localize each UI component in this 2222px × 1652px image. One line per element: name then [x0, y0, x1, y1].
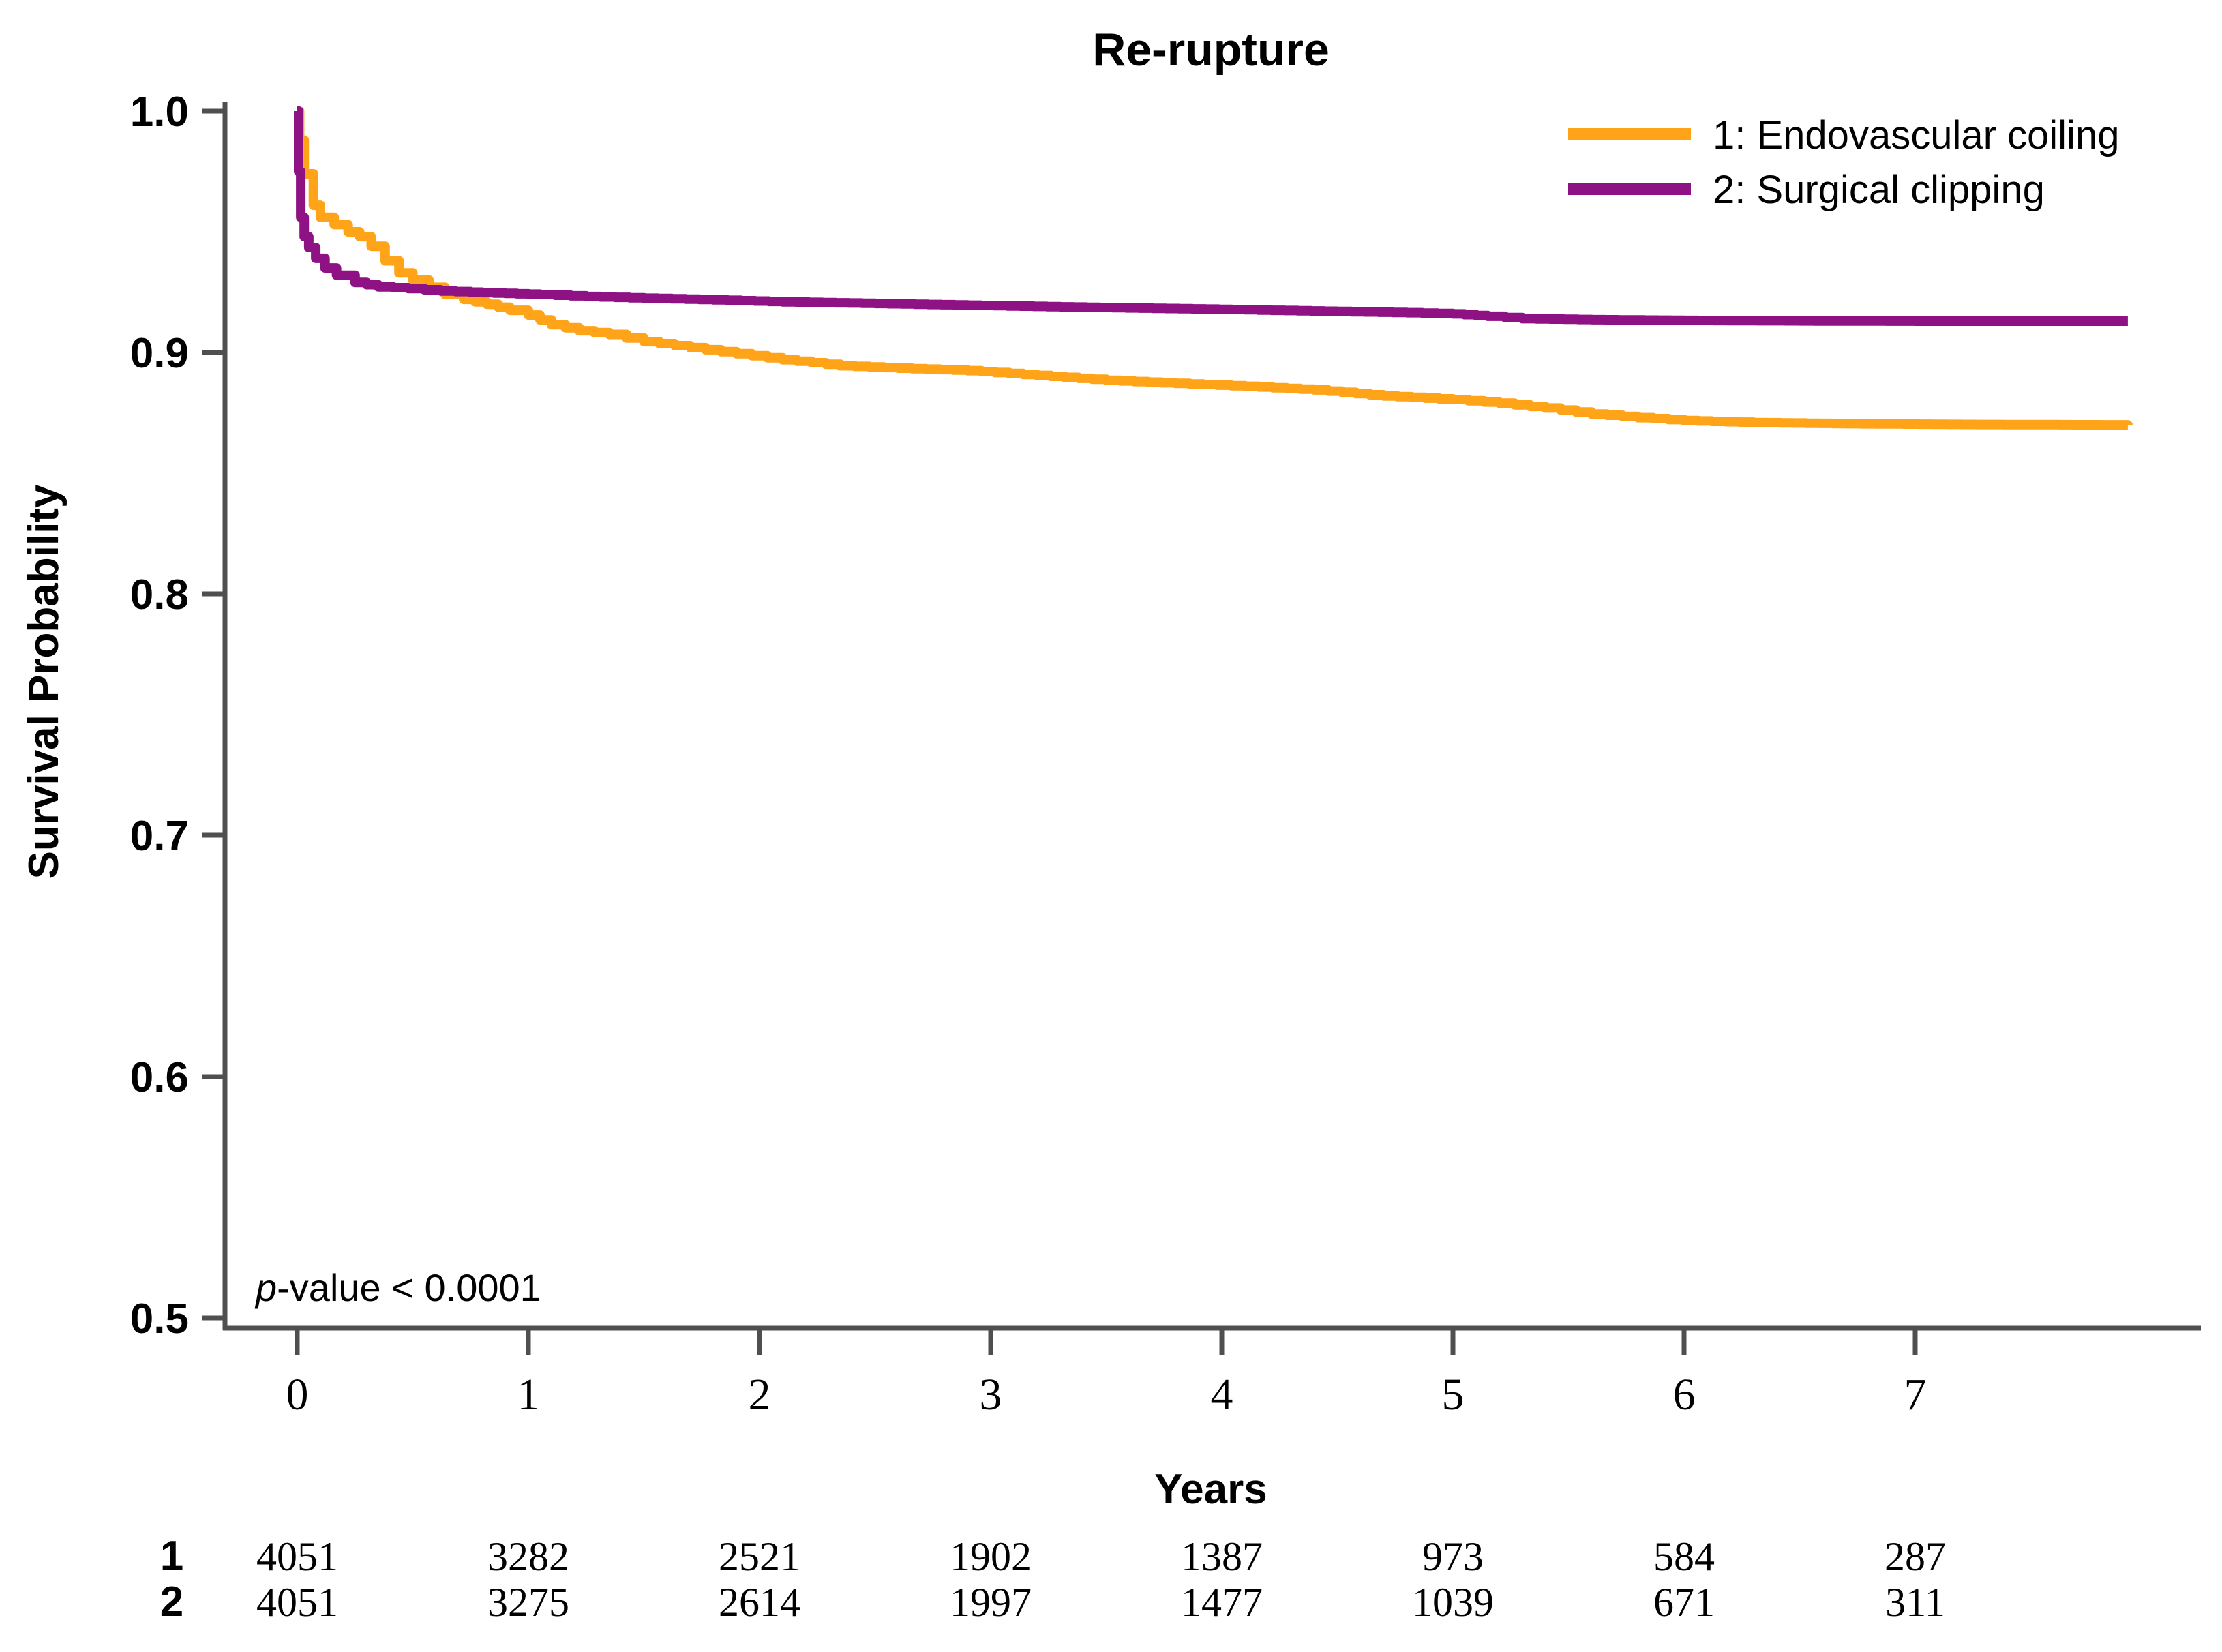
risk-count: 4051	[256, 1580, 338, 1625]
x-axis-label: Years	[1154, 1466, 1267, 1513]
risk-count: 1387	[1181, 1534, 1263, 1579]
x-axis: 0 1 2 3 4 5 6 7 Years	[223, 1325, 2201, 1513]
chart-title: Re-rupture	[1092, 24, 1330, 76]
risk-count: 973	[1422, 1534, 1484, 1579]
risk-count: 3282	[487, 1534, 569, 1579]
risk-count: 287	[1885, 1534, 1946, 1579]
risk-row-label: 1	[160, 1533, 183, 1580]
legend: 1: Endovascular coiling 2: Surgical clip…	[1568, 113, 2119, 212]
risk-count: 584	[1653, 1534, 1715, 1579]
risk-count: 2614	[719, 1580, 800, 1625]
x-tick-label: 5	[1442, 1370, 1465, 1420]
series-line-endovascular-coiling	[295, 106, 2133, 430]
y-axis-label: Survival Probability	[20, 484, 67, 879]
x-tick-label: 4	[1211, 1370, 1233, 1420]
y-tick-label: 1.0	[130, 89, 189, 136]
y-tick-label: 0.6	[130, 1054, 189, 1101]
legend-label-endovascular-coiling: 1: Endovascular coiling	[1713, 113, 2119, 157]
y-axis-ticks: 1.0 0.9 0.8 0.7 0.6 0.5	[130, 89, 225, 1342]
risk-count: 1902	[950, 1534, 1032, 1579]
y-tick-label: 0.9	[130, 330, 189, 377]
y-axis: 1.0 0.9 0.8 0.7 0.6 0.5 Survival Probability	[20, 89, 228, 1342]
series-line-surgical-clipping	[294, 106, 2128, 326]
x-tick-label: 6	[1673, 1370, 1696, 1420]
risk-count: 3275	[487, 1580, 569, 1625]
p-value-annotation: p-value < 0.0001	[254, 1266, 541, 1309]
risk-count: 1039	[1412, 1580, 1494, 1625]
risk-count: 311	[1885, 1580, 1945, 1625]
x-tick-label: 3	[980, 1370, 1002, 1420]
risk-table: 1 4051 3282 2521 1902 1387 973 584 287 2 4051 3275 2…	[160, 1533, 1946, 1625]
y-tick-label: 0.5	[130, 1295, 189, 1342]
p-value-text: -value < 0.0001	[277, 1266, 541, 1309]
x-tick-label: 2	[749, 1370, 771, 1420]
risk-count: 4051	[256, 1534, 338, 1579]
p-value-symbol: p	[254, 1266, 277, 1309]
risk-count: 671	[1653, 1580, 1715, 1625]
x-axis-ticks: 0 1 2 3 4 5 6 7	[286, 1330, 1927, 1420]
x-tick-label: 0	[286, 1370, 309, 1420]
x-tick-label: 1	[517, 1370, 540, 1420]
risk-count: 1997	[950, 1580, 1032, 1625]
risk-count: 2521	[719, 1534, 800, 1579]
x-tick-label: 7	[1904, 1370, 1927, 1420]
legend-label-surgical-clipping: 2: Surgical clipping	[1713, 168, 2045, 212]
risk-count: 1477	[1181, 1580, 1263, 1625]
series-curves	[294, 106, 2133, 430]
y-tick-label: 0.7	[130, 813, 189, 860]
y-tick-label: 0.8	[130, 571, 189, 618]
risk-row-label: 2	[160, 1578, 183, 1625]
